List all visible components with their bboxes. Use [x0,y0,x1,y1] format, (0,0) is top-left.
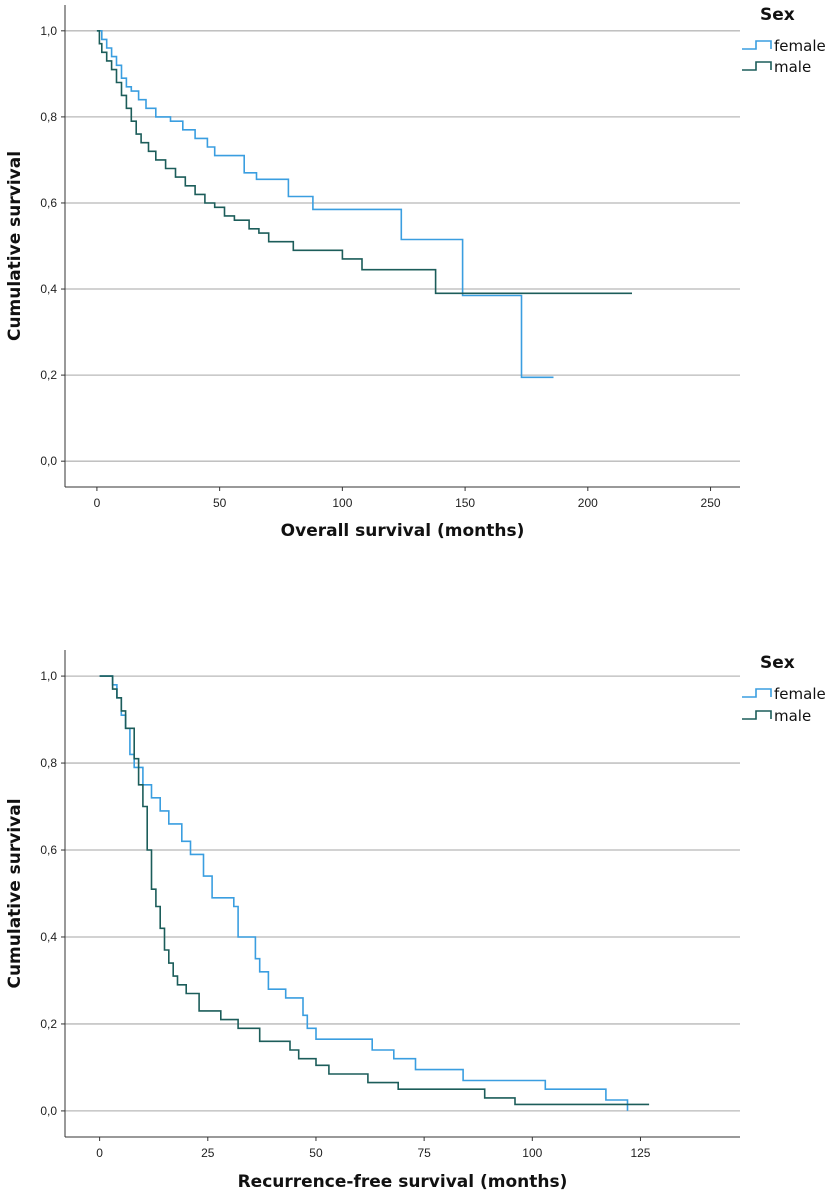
y-tick-label: 0,6 [40,843,57,857]
x-tick-label: 50 [213,496,227,510]
legend-swatch-female [742,40,772,50]
y-tick-label: 0,2 [40,368,57,382]
legend-title: Sex [760,653,795,673]
legend-swatch-female [742,688,772,698]
overall-survival-plot: 0,0 0,2 0,4 0,6 0,8 1,0 0 50 100 150 200 250 Overall… [5,5,826,541]
overall-survival-chart: 0,0 0,2 0,4 0,6 0,8 1,0 0 50 100 150 200 250 Overall… [0,0,829,560]
legend-title: Sex [760,5,795,25]
series-line-female [96,30,554,379]
x-tick-label: 50 [309,1146,323,1160]
series-line-male [99,675,650,1106]
x-axis-title: Overall survival (months) [281,521,525,541]
y-axis-title: Cumulative survival [5,798,25,988]
y-tick-label: 0,2 [40,1017,57,1031]
y-tick-label: 0,8 [40,110,57,124]
y-tick-label: 0,0 [40,454,57,468]
legend-label-female: female [774,685,826,703]
recurrence-free-survival-chart: 0,0 0,2 0,4 0,6 0,8 1,0 0 25 50 75 100 125 Recurrenc… [0,630,829,1199]
x-tick-label: 0 [94,496,101,510]
legend-swatch-male [742,61,772,71]
legend-label-male: male [774,707,811,725]
x-tick-label: 100 [522,1146,542,1160]
x-tick-label: 100 [332,496,352,510]
y-tick-label: 0,4 [40,282,57,296]
recurrence-free-survival-plot: 0,0 0,2 0,4 0,6 0,8 1,0 0 25 50 75 100 125 Recurrenc… [5,650,826,1192]
x-axis-title: Recurrence-free survival (months) [238,1172,568,1192]
series-line-male [96,30,632,295]
legend-swatch-male [742,710,772,720]
x-tick-label: 250 [701,496,721,510]
y-tick-label: 0,0 [40,1104,57,1118]
x-tick-label: 0 [96,1146,103,1160]
legend-label-male: male [774,58,811,76]
y-axis-title: Cumulative survival [5,151,25,341]
x-tick-label: 150 [455,496,475,510]
series-line-female [99,675,629,1111]
x-tick-label: 25 [201,1146,215,1160]
y-tick-label: 0,8 [40,756,57,770]
x-tick-label: 200 [578,496,598,510]
y-tick-label: 1,0 [40,24,57,38]
legend-label-female: female [774,37,826,55]
y-tick-label: 0,6 [40,196,57,210]
x-tick-label: 75 [417,1146,431,1160]
y-tick-label: 1,0 [40,669,57,683]
y-tick-label: 0,4 [40,930,57,944]
x-tick-label: 125 [630,1146,650,1160]
